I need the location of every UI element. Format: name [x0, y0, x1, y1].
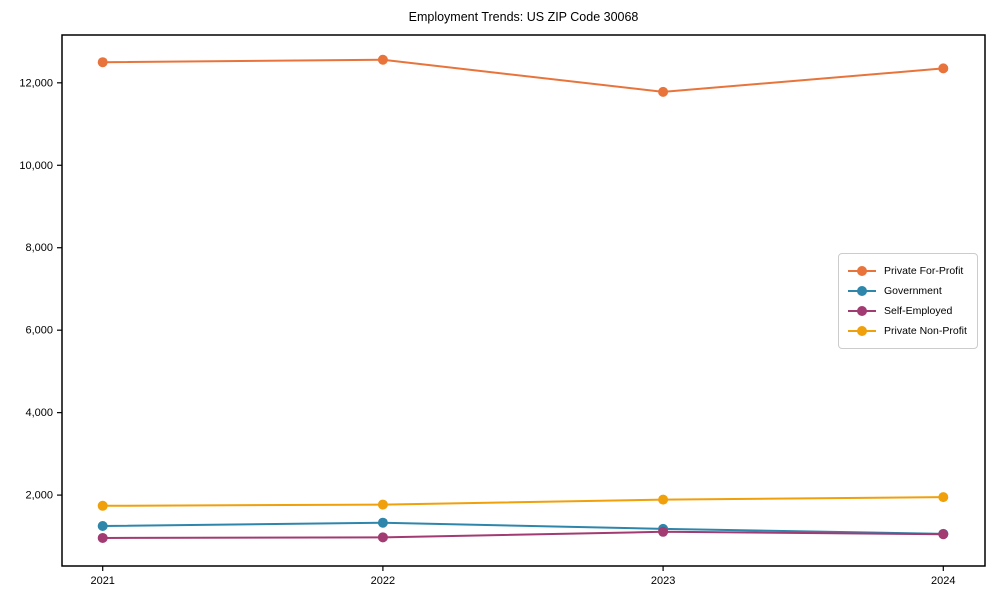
- data-point: [97, 500, 108, 511]
- x-tick-label: 2024: [931, 575, 955, 587]
- legend-marker-icon: [848, 266, 876, 276]
- data-point: [377, 532, 388, 543]
- y-tick-label: 6,000: [25, 325, 53, 337]
- data-point: [658, 494, 669, 505]
- legend-item-self-employed: Self-Employed: [847, 301, 968, 321]
- data-point: [938, 63, 949, 74]
- legend-dot: [857, 306, 867, 316]
- x-tick-label: 2022: [371, 575, 395, 587]
- y-tick-label: 4,000: [25, 407, 53, 419]
- chart-title: Employment Trends: US ZIP Code 30068: [408, 10, 639, 24]
- data-point: [658, 86, 669, 97]
- legend: Private For-Profit Government Self-Employe…: [838, 253, 978, 349]
- legend-dot: [857, 286, 867, 296]
- series-line-government: [101, 521, 945, 535]
- data-point: [938, 529, 949, 540]
- data-point: [377, 517, 388, 528]
- plot-border: [61, 34, 986, 567]
- series-line-self-employed: [101, 530, 945, 539]
- data-point: [97, 532, 108, 543]
- legend-marker-icon: [848, 286, 876, 296]
- data-point: [97, 57, 108, 68]
- data-point: [658, 526, 669, 537]
- series-line-private-non-profit: [101, 496, 945, 507]
- legend-marker-icon: [848, 306, 876, 316]
- data-point: [938, 492, 949, 503]
- data-point: [97, 521, 108, 532]
- legend-label: Private For-Profit: [884, 265, 964, 277]
- series-line-private-for-profit: [101, 58, 945, 93]
- legend-item-private-non-profit: Private Non-Profit: [847, 321, 968, 341]
- y-tick-label: 10,000: [19, 160, 53, 172]
- y-tick-label: 12,000: [19, 77, 53, 89]
- x-tick-label: 2021: [90, 575, 114, 587]
- legend-item-private-for-profit: Private For-Profit: [847, 261, 968, 281]
- legend-label: Government: [884, 285, 942, 297]
- legend-label: Self-Employed: [884, 305, 953, 317]
- data-point: [377, 499, 388, 510]
- legend-marker-icon: [848, 326, 876, 336]
- x-tick-label: 2023: [651, 575, 675, 587]
- y-tick-label: 2,000: [25, 490, 53, 502]
- data-point: [377, 54, 388, 65]
- legend-item-government: Government: [847, 281, 968, 301]
- y-tick-label: 8,000: [25, 242, 53, 254]
- legend-dot: [857, 266, 867, 276]
- legend-label: Private Non-Profit: [884, 325, 967, 337]
- legend-dot: [857, 326, 867, 336]
